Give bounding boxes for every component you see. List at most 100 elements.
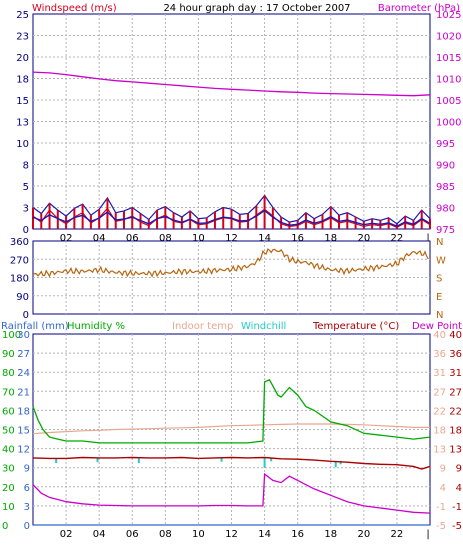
hour-tick-label: 08 [159, 233, 172, 244]
hour-tick-label: 16 [291, 233, 304, 244]
rainfall-tick-label: 15 [17, 426, 30, 437]
barometer-tick-label: 985 [436, 182, 455, 193]
indoor-temp-tick-label: -1 [436, 502, 446, 513]
wind-plot-frame [32, 13, 431, 230]
humidity-line [32, 378, 431, 444]
hour-tick-label: | [426, 233, 429, 244]
windspeed-tick-label: 5 [23, 182, 29, 193]
hour-tick-label: 06 [126, 233, 139, 244]
barometer-tick-label: 980 [436, 204, 455, 215]
rainfall-tick-label: 24 [17, 368, 30, 379]
windspeed-tick-label: 8 [23, 161, 29, 172]
indoor-temp-tick-label: -5 [436, 521, 446, 532]
wind-barometer-panel: Windspeed (m/s) 24 hour graph day : 17 O… [16, 3, 461, 244]
indoor-temp-tick-label: 22 [433, 406, 446, 417]
direction-degree-label: 0 [23, 310, 29, 321]
hour-tick-label: 06 [126, 529, 139, 540]
temperature-tick-label: 31 [449, 368, 462, 379]
indoor-temp-tick-label: 4 [440, 483, 446, 494]
wind-direction-line [32, 248, 429, 278]
humidity-tick-label: 90 [2, 349, 15, 360]
legend-indoor-temp: Indoor temp [172, 321, 233, 332]
hour-tick-label: 04 [93, 233, 106, 244]
indoor-temp-tick-label: 36 [433, 349, 446, 360]
temperature-tick-label: -5 [452, 521, 462, 532]
hour-tick-label: 18 [324, 529, 337, 540]
direction-compass-label: S [436, 274, 442, 285]
rainfall-tick-label: 12 [17, 445, 30, 456]
windspeed-tick-label: 18 [16, 75, 29, 86]
hour-tick-label: 04 [93, 529, 106, 540]
humidity-tick-label: 20 [2, 483, 15, 494]
barometer-tick-label: 975 [436, 225, 455, 236]
indoor-temp-tick-label: 9 [440, 464, 446, 475]
barometer-line [32, 71, 431, 97]
direction-degree-label: 90 [16, 292, 29, 303]
dew-point-line [32, 472, 431, 514]
barometer-tick-label: 1025 [436, 10, 461, 21]
direction-degree-label: 360 [10, 237, 29, 248]
temperature-tick-label: 36 [449, 349, 462, 360]
indoor-temp-tick-label: 13 [433, 445, 446, 456]
barometer-tick-label: 1010 [436, 75, 461, 86]
hour-tick-label: 12 [225, 233, 238, 244]
hour-tick-label: 20 [357, 529, 370, 540]
legend-temperature: Temperature (°C) [312, 321, 399, 332]
windspeed-tick-label: 20 [16, 53, 29, 64]
temperature-tick-label: 13 [449, 445, 462, 456]
hour-tick-label: 02 [60, 529, 73, 540]
indoor-temp-tick-label: 40 [433, 330, 446, 341]
direction-degree-label: 180 [10, 274, 29, 285]
temperature-panel: Rainfall (mm) Humidity % Indoor temp Win… [1, 321, 462, 540]
wind-series-lines [32, 71, 431, 229]
legend-dew-point: Dew Point [412, 321, 462, 332]
indoor-temp-tick-label: 31 [433, 368, 446, 379]
barometer-tick-labels: 975 980 985 990 995 1000 1005 1010 1015 1020 1025 [436, 10, 461, 236]
temperature-tick-label: 18 [449, 426, 462, 437]
temperature-tick-label: 40 [449, 330, 462, 341]
indoor-temp-tick-label: 27 [433, 387, 446, 398]
windspeed-tick-label: 3 [23, 204, 29, 215]
barometer-tick-label: 1000 [436, 118, 461, 129]
windspeed-tick-label: 13 [16, 118, 29, 129]
wind-hour-tick-labels: 02 04 06 08 10 12 14 16 18 20 22 | [60, 233, 430, 244]
direction-compass-label: E [436, 292, 442, 303]
direction-compass-label: N [436, 310, 443, 321]
hour-tick-label: 20 [357, 233, 370, 244]
humidity-tick-label: 80 [2, 368, 15, 379]
hour-tick-label: 14 [258, 529, 271, 540]
rainfall-tick-label: 9 [24, 464, 30, 475]
direction-compass-label: W [436, 255, 446, 266]
humidity-tick-label: 60 [2, 406, 15, 417]
barometer-tick-label: 1005 [436, 96, 461, 107]
humidity-tick-label: 100 [2, 330, 21, 341]
barometer-axis-label: Barometer (hPa) [378, 3, 460, 14]
hour-tick-label: 22 [391, 233, 404, 244]
rainfall-tick-label: 3 [24, 502, 30, 513]
temperature-plot-frame [32, 333, 431, 526]
hour-tick-label: | [426, 529, 429, 540]
indoor-temp-tick-labels: -5 -1 4 9 13 18 22 27 31 36 40 [433, 330, 446, 532]
windspeed-tick-label: 10 [16, 139, 29, 150]
humidity-tick-label: 0 [2, 521, 8, 532]
rainfall-tick-label: 27 [17, 349, 30, 360]
hour-tick-label: 16 [291, 529, 304, 540]
windspeed-tick-labels: 0 3 5 8 10 13 15 18 20 23 25 [16, 10, 29, 236]
hour-tick-label: 10 [192, 233, 205, 244]
windspeed-axis-label: Windspeed (m/s) [32, 3, 117, 14]
rainfall-tick-label: 18 [17, 406, 30, 417]
barometer-tick-label: 1015 [436, 53, 461, 64]
humidity-tick-label: 70 [2, 387, 15, 398]
direction-degree-label: 270 [10, 255, 29, 266]
graph-title: 24 hour graph day : 17 October 2007 [163, 3, 350, 14]
hour-tick-label: 12 [225, 529, 238, 540]
humidity-tick-label: 50 [2, 426, 15, 437]
temperature-tick-label: -1 [452, 502, 462, 513]
temperature-hour-tick-labels: 02 04 06 08 10 12 14 16 18 20 22 | [60, 529, 430, 540]
indoor-temp-line [32, 423, 430, 435]
hour-tick-label: 08 [159, 529, 172, 540]
rainfall-tick-label: 6 [24, 483, 30, 494]
hour-tick-label: 18 [324, 233, 337, 244]
